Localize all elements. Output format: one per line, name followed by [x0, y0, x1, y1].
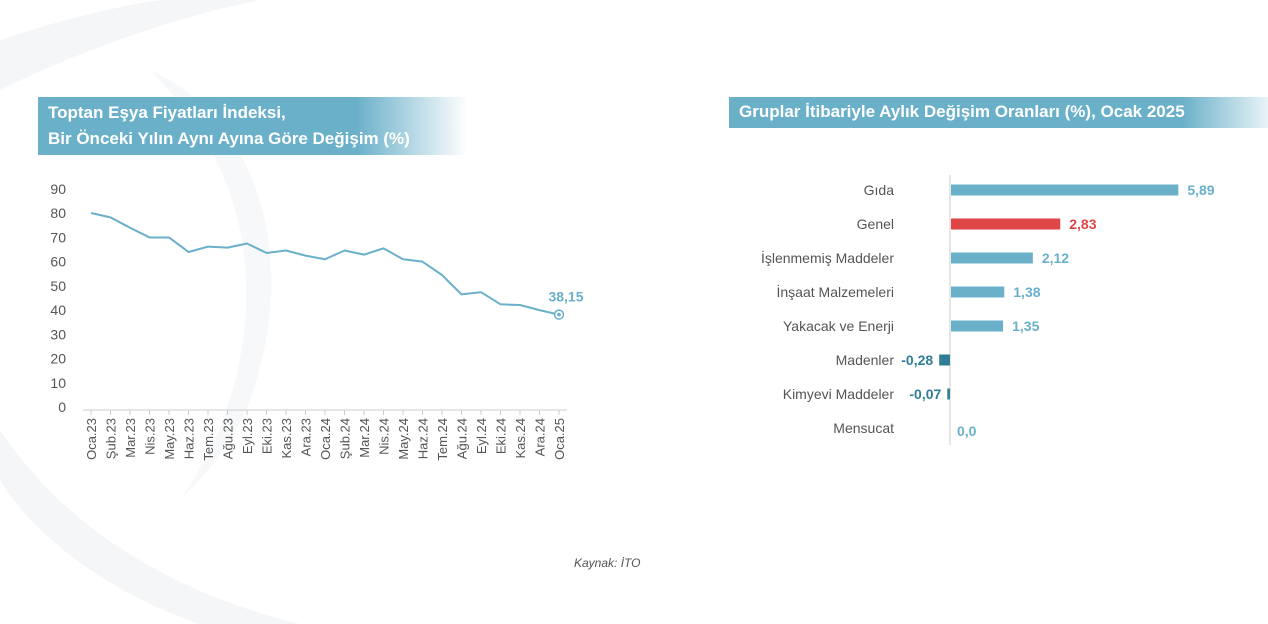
bar-data-label: -0,28 — [901, 352, 933, 368]
bar-category-label: İşlenmemiş Maddeler — [761, 249, 894, 266]
y-tick-label: 60 — [50, 254, 66, 270]
bar — [951, 218, 1061, 230]
x-tick-label: Haz.23 — [182, 418, 197, 459]
series-line — [90, 212, 560, 316]
bar-category-label: Mensucat — [833, 420, 894, 436]
y-tick-label: 70 — [50, 229, 66, 245]
x-tick-label: Ağu.23 — [221, 418, 236, 459]
bar — [939, 354, 950, 366]
y-tick-label: 30 — [50, 326, 66, 342]
y-tick-label: 20 — [50, 351, 66, 367]
x-tick-label: Kas.24 — [513, 418, 528, 458]
x-tick-label: Eki.23 — [260, 418, 275, 454]
y-tick-label: 90 — [50, 181, 66, 197]
x-tick-label: Tem.24 — [435, 418, 450, 461]
x-tick-label: Tem.23 — [201, 418, 216, 461]
bar-chart-title: Gruplar İtibariyle Aylık Değişim Oranlar… — [729, 97, 1268, 128]
bar — [951, 184, 1179, 196]
x-tick-label: Eyl.23 — [240, 418, 255, 454]
x-tick-label: Şub.24 — [338, 418, 353, 459]
bar-category-label: Madenler — [836, 352, 895, 368]
x-tick-label: Eki.24 — [494, 418, 509, 454]
bar-data-label: 2,83 — [1069, 216, 1096, 232]
x-tick-label: Mar.24 — [357, 418, 372, 458]
x-tick-label: Şub.23 — [104, 418, 119, 459]
line-chart-title: Toptan Eşya Fiyatları İndeksi, Bir Öncek… — [38, 97, 468, 155]
y-tick-label: 40 — [50, 302, 66, 318]
x-tick-label: Ara.24 — [533, 418, 548, 456]
bar-chart-title-text: Gruplar İtibariyle Aylık Değişim Oranlar… — [739, 102, 1185, 121]
bar-chart: Gıda 5,89 Genel 2,83 İşlenmemiş Maddeler 2,12… — [761, 175, 1215, 445]
last-point-dot — [557, 312, 561, 317]
x-tick-label: Oca.24 — [318, 418, 333, 460]
bar — [951, 286, 1005, 298]
bar — [951, 320, 1004, 332]
y-tick-label: 80 — [50, 205, 66, 221]
x-tick-label: Nis.23 — [143, 418, 158, 455]
bar-category-label: Kimyevi Maddeler — [783, 386, 895, 402]
line-chart-title-line2: Bir Önceki Yılın Aynı Ayına Göre Değişim… — [48, 129, 410, 148]
x-tick-label: Oca.25 — [552, 418, 567, 460]
x-tick-label: Nis.24 — [377, 418, 392, 455]
line-chart-title-line1: Toptan Eşya Fiyatları İndeksi, — [48, 103, 286, 122]
bar-category-label: İnşaat Malzemeleri — [777, 283, 895, 300]
last-point-data-label: 38,15 — [548, 289, 583, 305]
line-chart: 90 80 70 60 50 40 30 20 10 0 Oca.23 Şub.23 Mar.23 Nis… — [50, 181, 583, 461]
bar-category-label: Gıda — [864, 182, 895, 198]
bar-data-label: 1,35 — [1012, 318, 1039, 334]
bar-data-label: 0,0 — [957, 423, 977, 439]
x-tick-label: Mar.23 — [123, 418, 138, 458]
bar-data-label: -0,07 — [909, 386, 941, 402]
x-tick-label: May.24 — [396, 418, 411, 460]
bar — [947, 388, 950, 400]
bar-category-label: Genel — [857, 216, 894, 232]
bar-data-label: 1,38 — [1013, 284, 1040, 300]
x-tick-label: Kas.23 — [279, 418, 294, 458]
source-note: Kaynak: İTO — [574, 556, 641, 570]
y-tick-label: 0 — [58, 399, 66, 415]
bar-category-label: Yakacak ve Enerji — [783, 318, 894, 334]
y-tick-label: 50 — [50, 278, 66, 294]
bar-data-label: 5,89 — [1187, 182, 1214, 198]
x-tick-label: Eyl.24 — [474, 418, 489, 454]
y-tick-label: 10 — [50, 375, 66, 391]
x-tick-label: Ağu.24 — [455, 418, 470, 459]
bar — [951, 252, 1033, 264]
x-tick-label: Haz.24 — [416, 418, 431, 459]
x-tick-label: Oca.23 — [84, 418, 99, 460]
bar-data-label: 2,12 — [1042, 250, 1069, 266]
x-tick-label: May.23 — [162, 418, 177, 460]
x-tick-label: Ara.23 — [299, 418, 314, 456]
